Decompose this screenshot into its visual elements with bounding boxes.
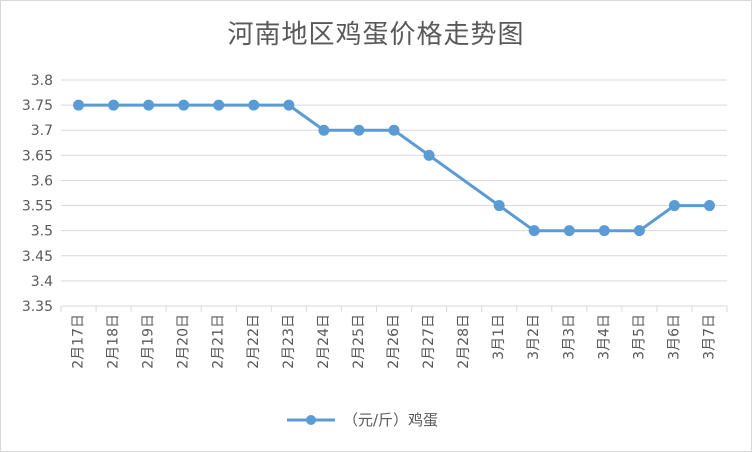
x-tick-label: 2月19日 (141, 314, 157, 369)
legend: （元/斤）鸡蛋 (287, 411, 438, 429)
x-tick-label: 3月5日 (631, 314, 647, 360)
data-point (213, 99, 225, 111)
x-tick-label: 2月17日 (71, 314, 87, 369)
x-tick-label: 2月28日 (456, 314, 472, 369)
y-tick-label: 3.5 (31, 224, 53, 240)
y-tick-label: 3.8 (31, 73, 53, 89)
legend-label: （元/斤）鸡蛋 (343, 411, 438, 429)
y-axis: 3.8 3.75 3.7 3.65 3.6 3.55 3.5 3.45 3.4 3.35 (22, 73, 53, 315)
data-point (703, 200, 715, 212)
x-tick-label: 2月26日 (386, 314, 402, 369)
gridlines (61, 79, 727, 307)
data-point (108, 99, 120, 111)
data-point (73, 99, 85, 111)
x-tick-label: 3月1日 (491, 314, 507, 360)
legend-swatch-marker (306, 415, 316, 425)
y-tick-label: 3.75 (22, 98, 53, 114)
y-tick-label: 3.45 (22, 249, 53, 265)
data-point (283, 99, 295, 111)
data-point (668, 200, 680, 212)
data-point (633, 225, 645, 237)
x-tick-label: 2月21日 (211, 314, 227, 369)
series-line (78, 103, 710, 233)
y-tick-label: 3.55 (22, 199, 53, 215)
x-tick-label: 3月3日 (561, 314, 577, 360)
y-tick-label: 3.4 (31, 274, 53, 290)
series-layer (73, 99, 715, 237)
x-tick-label: 3月2日 (526, 314, 542, 360)
x-tick-label: 2月25日 (351, 314, 367, 369)
data-point (563, 225, 575, 237)
data-point (178, 99, 190, 111)
data-point (143, 99, 155, 111)
x-tick-label: 2月22日 (246, 314, 262, 369)
y-tick-label: 3.65 (22, 148, 53, 164)
x-tick-label: 3月7日 (701, 314, 717, 360)
y-tick-label: 3.7 (31, 123, 53, 139)
data-point (493, 200, 505, 212)
data-point (248, 99, 260, 111)
x-tick-label: 2月23日 (281, 314, 297, 369)
x-tick-label: 2月18日 (106, 314, 122, 369)
x-tick-label: 2月24日 (316, 314, 332, 369)
chart-title: 河南地区鸡蛋价格走势图 (227, 20, 525, 50)
x-tick-label: 2月27日 (421, 314, 437, 369)
y-tick-label: 3.6 (31, 173, 53, 189)
data-point (598, 225, 610, 237)
data-point (528, 225, 540, 237)
x-tick-label: 3月4日 (596, 314, 612, 360)
x-tick-label: 3月6日 (666, 314, 682, 360)
data-point (318, 124, 330, 136)
data-point (423, 149, 435, 161)
y-tick-label: 3.35 (22, 299, 53, 315)
data-point (353, 124, 365, 136)
x-axis: 2月17日 2月18日 2月19日 2月20日 2月21日 2月22日 2月23日 2月24日… (60, 306, 728, 369)
x-tick-label: 2月20日 (176, 314, 192, 369)
data-point (388, 124, 400, 136)
